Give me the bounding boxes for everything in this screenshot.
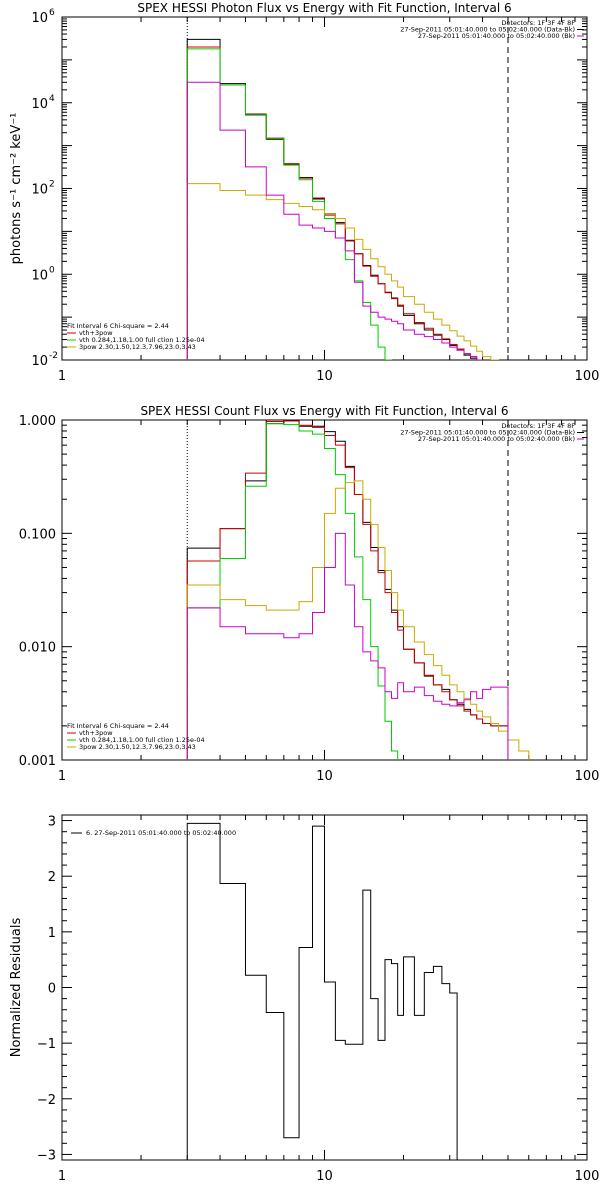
y-tick-label: −2 — [37, 1093, 56, 1108]
y-tick-label: 10 — [31, 183, 48, 198]
series-3pow — [186, 183, 499, 360]
series-bk — [186, 81, 484, 360]
legend-top-text: Detectors: 1F 3F 4F 8F — [501, 422, 575, 430]
y-axis-label: photons s⁻¹ cm⁻² keV⁻¹ — [9, 113, 24, 265]
y-tick-label: 2 — [48, 870, 56, 885]
x-tick-label: 1 — [58, 369, 66, 384]
chart-title: SPEX HESSI Photon Flux vs Energy with Fi… — [137, 1, 511, 15]
y-tick-label: 10 — [31, 11, 48, 26]
legend-bottom-text: Fit Interval 6 Chi-square = 2.44 — [67, 322, 169, 330]
series-vth-3pow — [186, 420, 509, 760]
y-tick-label: 0.010 — [19, 641, 56, 656]
series-group — [186, 420, 530, 760]
legend-top-text: 27-Sep-2011 05:01:40.000 to 05:02:40.000… — [418, 435, 575, 443]
legend-top-text: Detectors: 1F 3F 4F 8F — [501, 19, 575, 27]
chart-title: SPEX HESSI Count Flux vs Energy with Fit… — [140, 404, 508, 418]
y-tick-label: 0.100 — [19, 527, 56, 542]
y-tick-label: 10 — [31, 97, 48, 112]
x-tick-label: 1 — [58, 769, 66, 784]
series-vth — [186, 48, 393, 360]
legend-bottom-text: 3pow 2.30,1.50,12.3,7.96,23.0,3.43 — [79, 343, 196, 351]
chart-panel-3: 1 10 100 −3 −2 −1 0 1 2 3 Normalized Residuals 6. 2… — [9, 814, 600, 1184]
y-tick-exponent: -2 — [49, 351, 58, 361]
series-residuals — [186, 822, 458, 1160]
y-axis-label: Normalized Residuals — [9, 918, 24, 1058]
legend-top-text: 27-Sep-2011 05:01:40.000 to 05:02:40.000… — [400, 26, 575, 34]
y-tick-label: −3 — [37, 1148, 56, 1163]
y-tick-label: 10 — [31, 268, 48, 283]
x-tick-label: 100 — [575, 369, 600, 384]
y-tick-exponent: 6 — [49, 8, 55, 18]
chart-panel-1: SPEX HESSI Photon Flux vs Energy with Fi… — [9, 1, 599, 384]
legend-top-text: 27-Sep-2011 05:01:40.000 to 05:02:40.000… — [400, 429, 575, 437]
legend-bottom-text: vth+3pow — [79, 729, 113, 737]
x-tick-label: 10 — [316, 369, 333, 384]
y-tick-label: 10 — [31, 354, 48, 369]
chart-panel-2: SPEX HESSI Count Flux vs Energy with Fit… — [19, 404, 600, 784]
series-vth-3pow — [186, 46, 484, 360]
series-3pow — [186, 480, 530, 760]
y-tick-exponent: 4 — [49, 94, 55, 104]
y-tick-label: 3 — [48, 815, 56, 830]
x-tick-label: 1 — [58, 1169, 66, 1184]
series-bk — [186, 532, 509, 760]
y-tick-label: 1.000 — [19, 414, 56, 429]
y-tick-label: −1 — [37, 1037, 56, 1052]
y-tick-label: 0.001 — [19, 754, 56, 769]
legend-bottom-text: vth 0.284,1.18,1.00 full ction 1.25e-04 — [79, 336, 205, 344]
y-tick-label: 1 — [48, 926, 56, 941]
x-tick-label: 100 — [575, 769, 600, 784]
legend-bottom-text: vth 0.284,1.18,1.00 full ction 1.25e-04 — [79, 736, 205, 744]
series-data-bk — [186, 38, 484, 360]
x-tick-label: 10 — [316, 1169, 333, 1184]
series-vth — [186, 423, 399, 760]
series-group — [186, 38, 499, 360]
legend-bottom-text: 3pow 2.30,1.50,12.3,7.96,23.0,3.43 — [79, 743, 196, 751]
y-tick-label: 0 — [48, 982, 56, 997]
legend-top-text: 6. 27-Sep-2011 05:01:40.000 to 05:02:40.… — [86, 829, 236, 837]
x-tick-label: 100 — [575, 1169, 600, 1184]
y-tick-exponent: 2 — [49, 180, 55, 190]
legend-bottom-text: Fit Interval 6 Chi-square = 2.44 — [67, 722, 169, 730]
legend-bottom-text: vth+3pow — [79, 329, 113, 337]
y-tick-exponent: 0 — [49, 265, 55, 275]
x-tick-label: 10 — [316, 769, 333, 784]
series-data-bk — [186, 420, 509, 760]
series-group — [186, 822, 458, 1160]
legend-top-text: 27-Sep-2011 05:01:40.000 to 05:02:40.000… — [418, 32, 575, 40]
